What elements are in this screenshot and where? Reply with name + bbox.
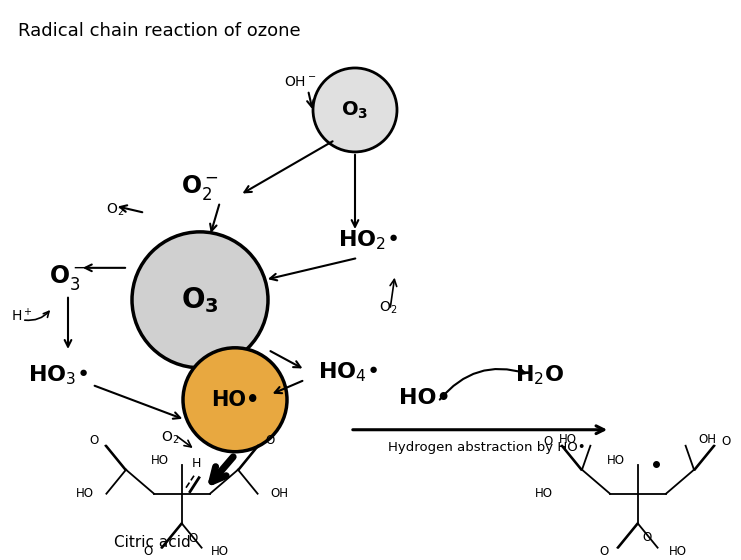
Text: H$^+$: H$^+$ <box>11 307 33 324</box>
Text: O$_3^-$: O$_3^-$ <box>49 263 87 292</box>
Text: HO: HO <box>76 487 93 500</box>
Text: HO•: HO• <box>399 388 451 408</box>
Text: OH$^-$: OH$^-$ <box>284 75 316 89</box>
Text: O: O <box>144 545 153 558</box>
Text: O: O <box>599 545 609 558</box>
Text: O: O <box>544 435 553 448</box>
Text: O: O <box>90 434 99 447</box>
Text: O$_2$: O$_2$ <box>379 300 397 316</box>
Text: O: O <box>721 435 730 448</box>
Text: H$_2$O: H$_2$O <box>516 363 565 386</box>
Text: O: O <box>642 531 651 544</box>
Text: HO$_4$•: HO$_4$• <box>318 360 378 384</box>
Text: HO•: HO• <box>210 390 259 410</box>
Text: Radical chain reaction of ozone: Radical chain reaction of ozone <box>18 22 301 40</box>
Text: $\mathbf{O_3}$: $\mathbf{O_3}$ <box>181 285 219 315</box>
Text: OH: OH <box>699 433 717 446</box>
Text: H: H <box>191 457 201 470</box>
Text: Hydrogen abstraction by HO•: Hydrogen abstraction by HO• <box>388 441 586 454</box>
Text: OH: OH <box>270 487 288 500</box>
Text: HO: HO <box>210 545 229 558</box>
Text: HO$_3$•: HO$_3$• <box>28 363 88 386</box>
Text: HO: HO <box>607 454 625 467</box>
Circle shape <box>132 232 268 368</box>
Text: Citric acid: Citric acid <box>113 535 190 550</box>
Text: O: O <box>188 532 197 545</box>
Text: HO: HO <box>668 545 687 558</box>
Text: O$_2$: O$_2$ <box>106 202 124 218</box>
Text: $\mathbf{O_3}$: $\mathbf{O_3}$ <box>342 99 368 120</box>
Text: O$_2$: O$_2$ <box>161 430 179 446</box>
Text: HO$_2$•: HO$_2$• <box>338 228 398 251</box>
Text: HO: HO <box>151 454 169 467</box>
Circle shape <box>183 348 287 452</box>
Text: HO: HO <box>559 433 576 446</box>
Text: O$_2^-$: O$_2^-$ <box>182 174 219 202</box>
Text: HO: HO <box>535 487 553 500</box>
Text: O: O <box>265 434 274 447</box>
Circle shape <box>313 68 397 152</box>
